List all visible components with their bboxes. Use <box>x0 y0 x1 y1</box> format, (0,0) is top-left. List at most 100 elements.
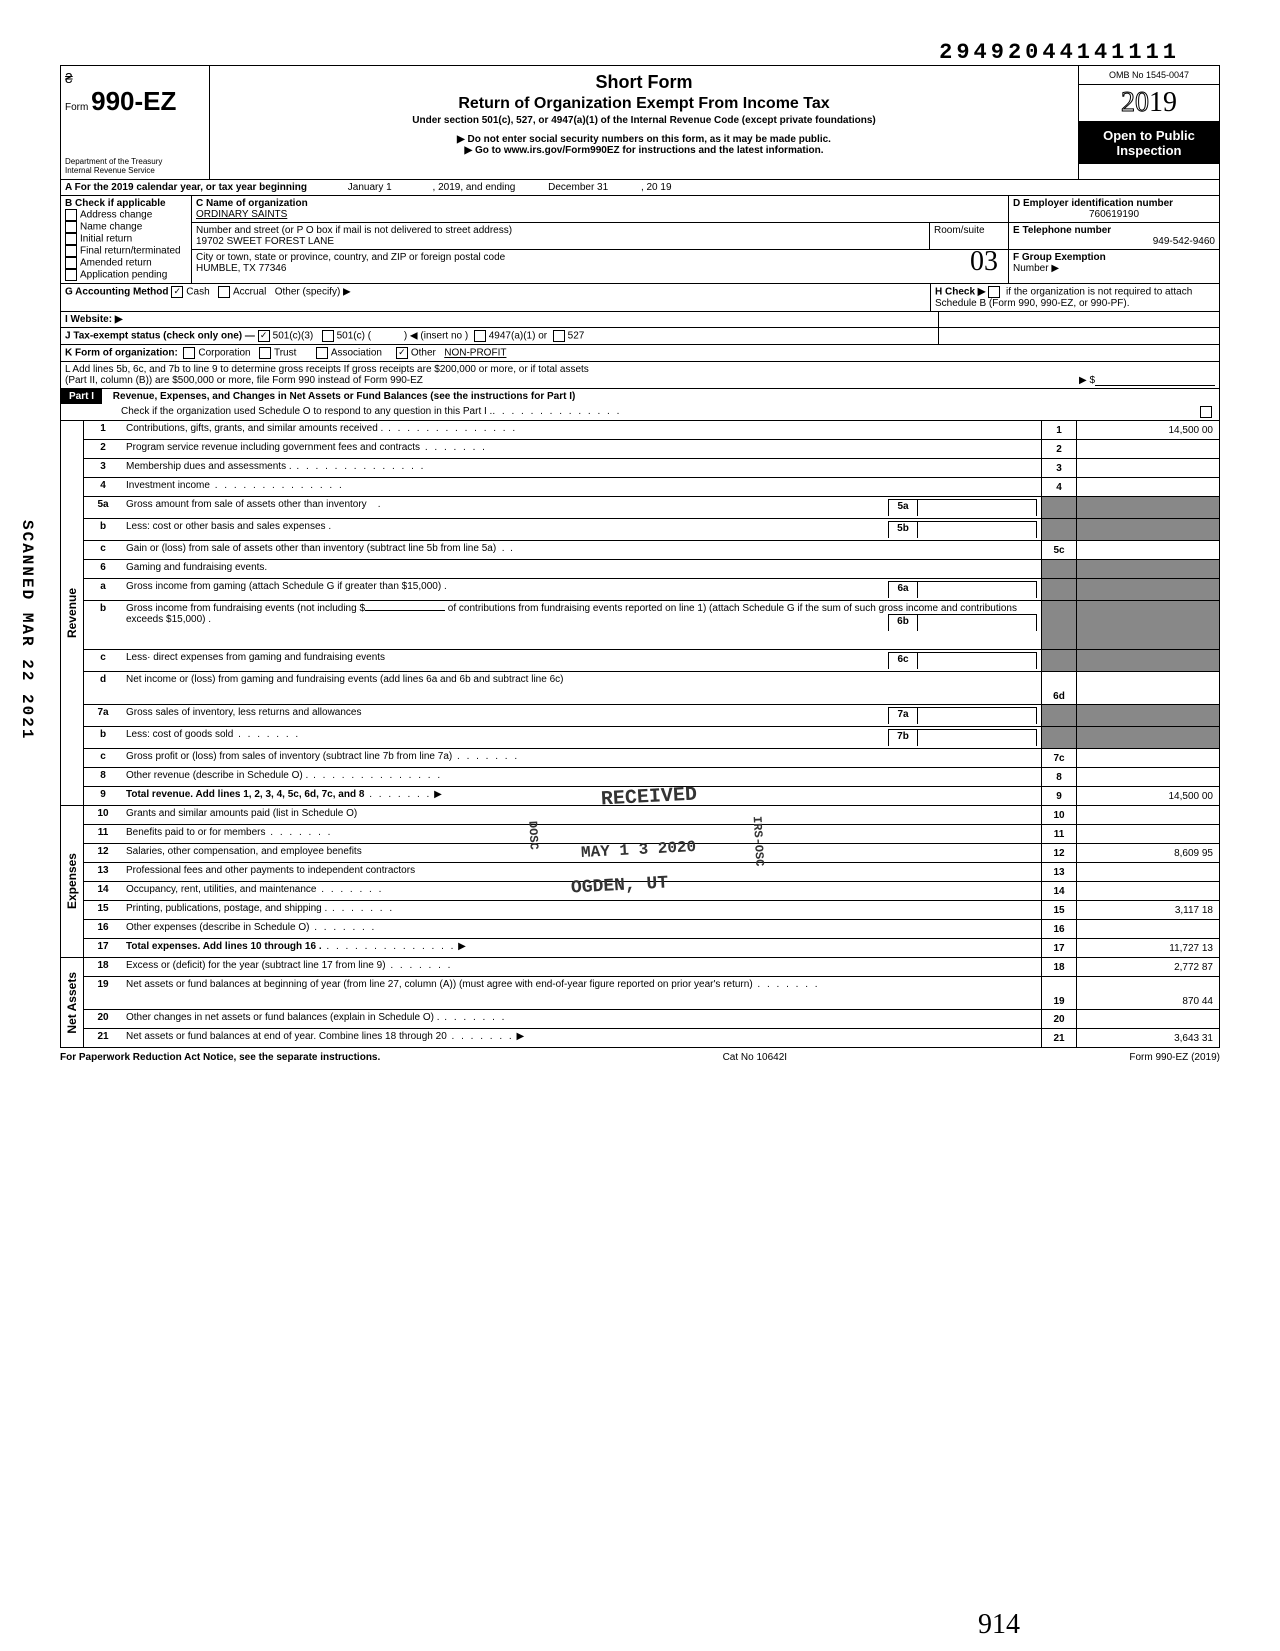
checkbox-other-org[interactable]: ✓ <box>396 347 408 359</box>
line-20-label: Other changes in net assets or fund bala… <box>126 1012 440 1023</box>
checkbox-4947[interactable] <box>474 330 486 342</box>
line-a: A For the 2019 calendar year, or tax yea… <box>60 180 1220 196</box>
line-4-label: Investment income <box>126 480 210 491</box>
opt-accrual: Accrual <box>233 287 266 298</box>
line-13-amount <box>1076 863 1219 881</box>
opt-501c: 501(c) ( <box>337 331 371 342</box>
opt-other-org: Other <box>411 348 436 359</box>
ein-value: 760619190 <box>1013 209 1215 220</box>
street-value: 19702 SWEET FOREST LANE <box>196 236 925 247</box>
note-url: ▶ Go to www.irs.gov/Form990EZ for instru… <box>218 145 1070 156</box>
opt-address-change: Address change <box>80 210 152 221</box>
line-6-label: Gaming and fundraising events. <box>122 560 1041 578</box>
line-9-label: Total revenue. Add lines 1, 2, 3, 4, 5c,… <box>126 789 364 800</box>
line-a-label: A For the 2019 calendar year, or tax yea… <box>65 182 307 193</box>
open-to-public: Open to Public Inspection <box>1079 122 1219 164</box>
line-j-label: J Tax-exempt status (check only one) — <box>65 331 255 342</box>
checkbox-501c[interactable] <box>322 330 334 342</box>
checkbox-name-change[interactable] <box>65 221 77 233</box>
opt-501c3: 501(c)(3) <box>273 331 314 342</box>
line-4-amount <box>1076 478 1219 496</box>
checkbox-amended[interactable] <box>65 257 77 269</box>
form-header: ₴ Form 990-EZ Department of the Treasury… <box>60 65 1220 180</box>
line-a-mid: , 2019, and ending <box>433 182 516 193</box>
part-1-title: Revenue, Expenses, and Changes in Net As… <box>105 391 576 402</box>
net-assets-tab: Net Assets <box>63 968 81 1038</box>
line-6c-label: Less· direct expenses from gaming and fu… <box>126 652 385 663</box>
line-6d-label: Net income or (loss) from gaming and fun… <box>122 672 1041 704</box>
checkbox-501c3[interactable]: ✓ <box>258 330 270 342</box>
dept-treasury: Department of the Treasury <box>65 157 205 166</box>
line-e-label: E Telephone number <box>1013 225 1215 236</box>
line-14-amount <box>1076 882 1219 900</box>
line-l-2: (Part II, column (B)) are $500,000 or mo… <box>65 375 423 386</box>
subtitle: Under section 501(c), 527, or 4947(a)(1)… <box>218 115 1070 126</box>
checkbox-assoc[interactable] <box>316 347 328 359</box>
checkbox-cash[interactable]: ✓ <box>171 286 183 298</box>
checkbox-address-change[interactable] <box>65 209 77 221</box>
expenses-section: Expenses 10Grants and similar amounts pa… <box>60 806 1220 958</box>
footer-right: Form 990-EZ (2019) <box>1129 1052 1220 1063</box>
phone-value: 949-542-9460 <box>1013 236 1215 247</box>
line-10-amount <box>1076 806 1219 824</box>
opt-trust: Trust <box>274 348 296 359</box>
line-h-label: H Check ▶ <box>935 287 985 298</box>
omb-number: OMB No 1545-0047 <box>1079 66 1219 85</box>
dots <box>492 406 621 418</box>
opt-other-method: Other (specify) ▶ <box>275 287 351 298</box>
line-3-label: Membership dues and assessments . <box>126 461 292 472</box>
form-prefix: Form <box>65 102 88 113</box>
checkbox-schedule-o[interactable] <box>1200 406 1212 418</box>
checkbox-initial-return[interactable] <box>65 233 77 245</box>
stamp-scanned: SCANNED MAR 22 2021 <box>18 520 36 740</box>
dln: 29492044141111 <box>60 40 1180 65</box>
line-5c-label: Gain or (loss) from sale of assets other… <box>126 543 496 554</box>
line-f-label: F Group Exemption <box>1013 252 1106 263</box>
note-ssn: ▶ Do not enter social security numbers o… <box>218 134 1070 145</box>
line-7b-label: Less: cost of goods sold <box>126 729 233 740</box>
line-l-1: L Add lines 5b, 6c, and 7b to line 9 to … <box>65 364 1215 375</box>
org-name: ORDINARY SAINTS <box>196 209 1004 220</box>
line-16-label: Other expenses (describe in Schedule O) <box>126 922 309 933</box>
city-label: City or town, state or province, country… <box>196 252 1004 263</box>
checkbox-schedule-b[interactable] <box>988 286 1000 298</box>
line-7c-label: Gross profit or (loss) from sales of inv… <box>126 751 452 762</box>
line-9-amount: 14,500 00 <box>1076 787 1219 805</box>
checkbox-corp[interactable] <box>183 347 195 359</box>
line-c-label: C Name of organization <box>196 198 1004 209</box>
opt-initial-return: Initial return <box>80 234 132 245</box>
line-19-amount: 870 44 <box>1076 977 1219 1009</box>
revenue-tab: Revenue <box>63 584 81 642</box>
line-19-label: Net assets or fund balances at beginning… <box>126 979 753 990</box>
title-return: Return of Organization Exempt From Incom… <box>218 95 1070 113</box>
revenue-section: Revenue 1Contributions, gifts, grants, a… <box>60 421 1220 806</box>
checkbox-final-return[interactable] <box>65 245 77 257</box>
line-13-label: Professional fees and other payments to … <box>126 865 415 876</box>
line-g-label: G Accounting Method <box>65 287 169 298</box>
footer-left: For Paperwork Reduction Act Notice, see … <box>60 1052 380 1063</box>
line-6b-label: Gross income from fundraising events (no… <box>126 603 365 614</box>
line-21-label: Net assets or fund balances at end of ye… <box>126 1031 447 1042</box>
line-k-label: K Form of organization: <box>65 348 178 359</box>
checkbox-app-pending[interactable] <box>65 269 77 281</box>
line-d-label: D Employer identification number <box>1013 198 1215 209</box>
checkbox-accrual[interactable] <box>218 286 230 298</box>
line-5c-amount <box>1076 541 1219 559</box>
line-17-amount: 11,727 13 <box>1076 939 1219 957</box>
line-16-amount <box>1076 920 1219 938</box>
line-20-amount <box>1076 1010 1219 1028</box>
checkbox-trust[interactable] <box>259 347 271 359</box>
line-6a-label: Gross income from gaming (attach Schedul… <box>126 581 447 592</box>
handwritten-914: 914 <box>978 1609 1020 1641</box>
line-2-amount <box>1076 440 1219 458</box>
handwritten-03: 03 <box>970 246 998 278</box>
checkbox-527[interactable] <box>553 330 565 342</box>
line-6d-amount <box>1076 672 1219 704</box>
opt-final-return: Final return/terminated <box>80 246 181 257</box>
line-8-label: Other revenue (describe in Schedule O) . <box>126 770 308 781</box>
line-1-amount: 14,500 00 <box>1076 421 1219 439</box>
expenses-tab: Expenses <box>63 849 81 913</box>
line-b-label: B Check if applicable <box>65 198 187 209</box>
opt-name-change: Name change <box>80 222 142 233</box>
city-value: HUMBLE, TX 77346 <box>196 263 1004 274</box>
